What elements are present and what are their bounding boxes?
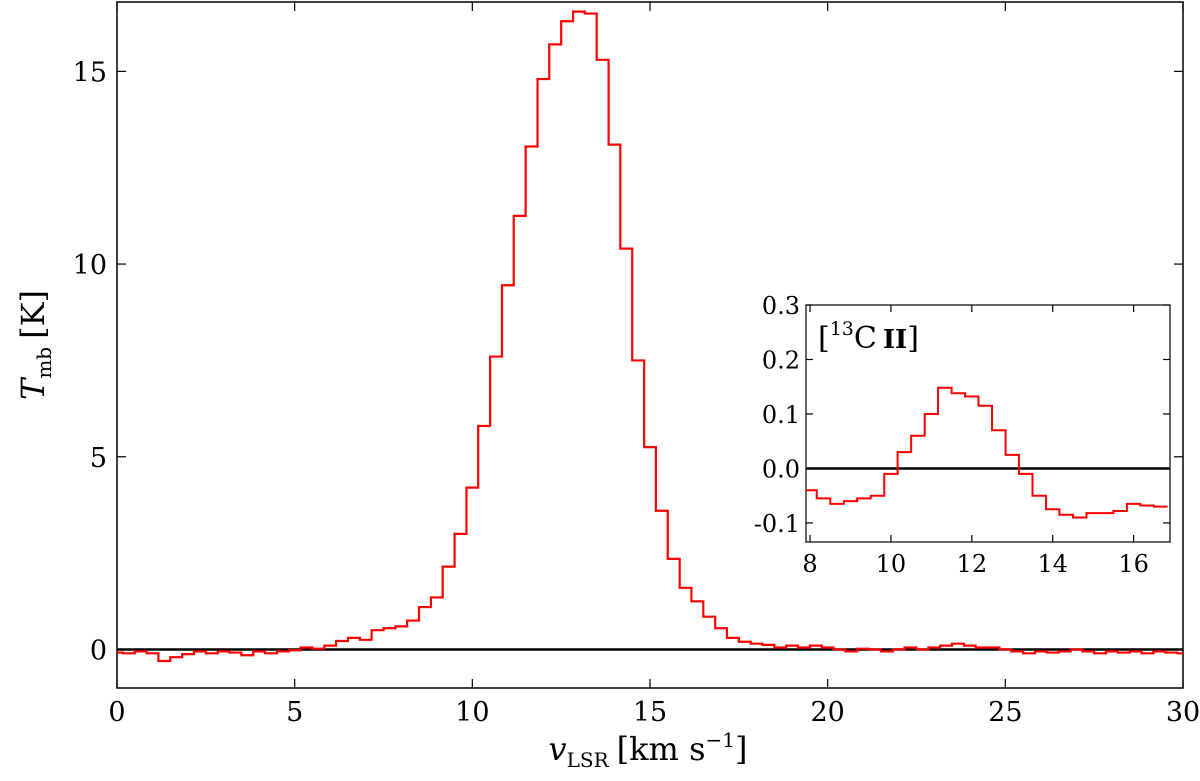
main-y-tick-label: 15 <box>73 57 107 88</box>
inset-y-tick-label: 0.2 <box>762 346 800 374</box>
main-x-tick-label: 10 <box>455 697 489 728</box>
main-x-tick-label: 0 <box>108 697 125 728</box>
main-spectrum-line <box>117 10 1183 663</box>
inset-y-tick-label: -0.1 <box>754 510 800 538</box>
main-x-tick-label: 30 <box>1166 697 1200 728</box>
main-y-tick-label: 5 <box>90 443 107 474</box>
inset-x-tick-label: 16 <box>1118 550 1149 578</box>
main-axis-ticks: 0 5 10 15 20 25 30 0 5 10 15 <box>73 2 1200 728</box>
main-x-tick-label: 5 <box>286 697 303 728</box>
inset-y-tick-label: 0.0 <box>762 455 800 483</box>
inset-species-label: [13C II] <box>818 318 919 356</box>
x-axis-title: vLSR [km s−1] <box>549 728 748 772</box>
inset-y-tick-label: 0.1 <box>762 401 800 429</box>
inset-x-tick-label: 12 <box>957 550 988 578</box>
main-x-tick-label: 15 <box>633 697 667 728</box>
inset-spectrum-line <box>806 386 1168 519</box>
inset-x-tick-label: 8 <box>802 550 817 578</box>
inset-y-tick-label: 0.3 <box>762 292 800 320</box>
main-y-tick-label: 10 <box>73 250 107 281</box>
main-y-tick-label: 0 <box>90 635 107 666</box>
inset-axis-ticks: 8 10 12 14 16 -0.1 0.0 0.1 0.2 0.3 <box>754 292 1170 578</box>
inset-x-tick-label: 10 <box>876 550 907 578</box>
main-x-tick-label: 25 <box>988 697 1022 728</box>
inset-x-tick-label: 14 <box>1037 550 1068 578</box>
inset-plot: 8 10 12 14 16 -0.1 0.0 0.1 0.2 0.3 [13C II] <box>754 292 1171 578</box>
inset-plot-frame <box>805 304 1171 543</box>
main-x-tick-label: 20 <box>810 697 844 728</box>
y-axis-title: Tmb[K] <box>14 290 56 400</box>
